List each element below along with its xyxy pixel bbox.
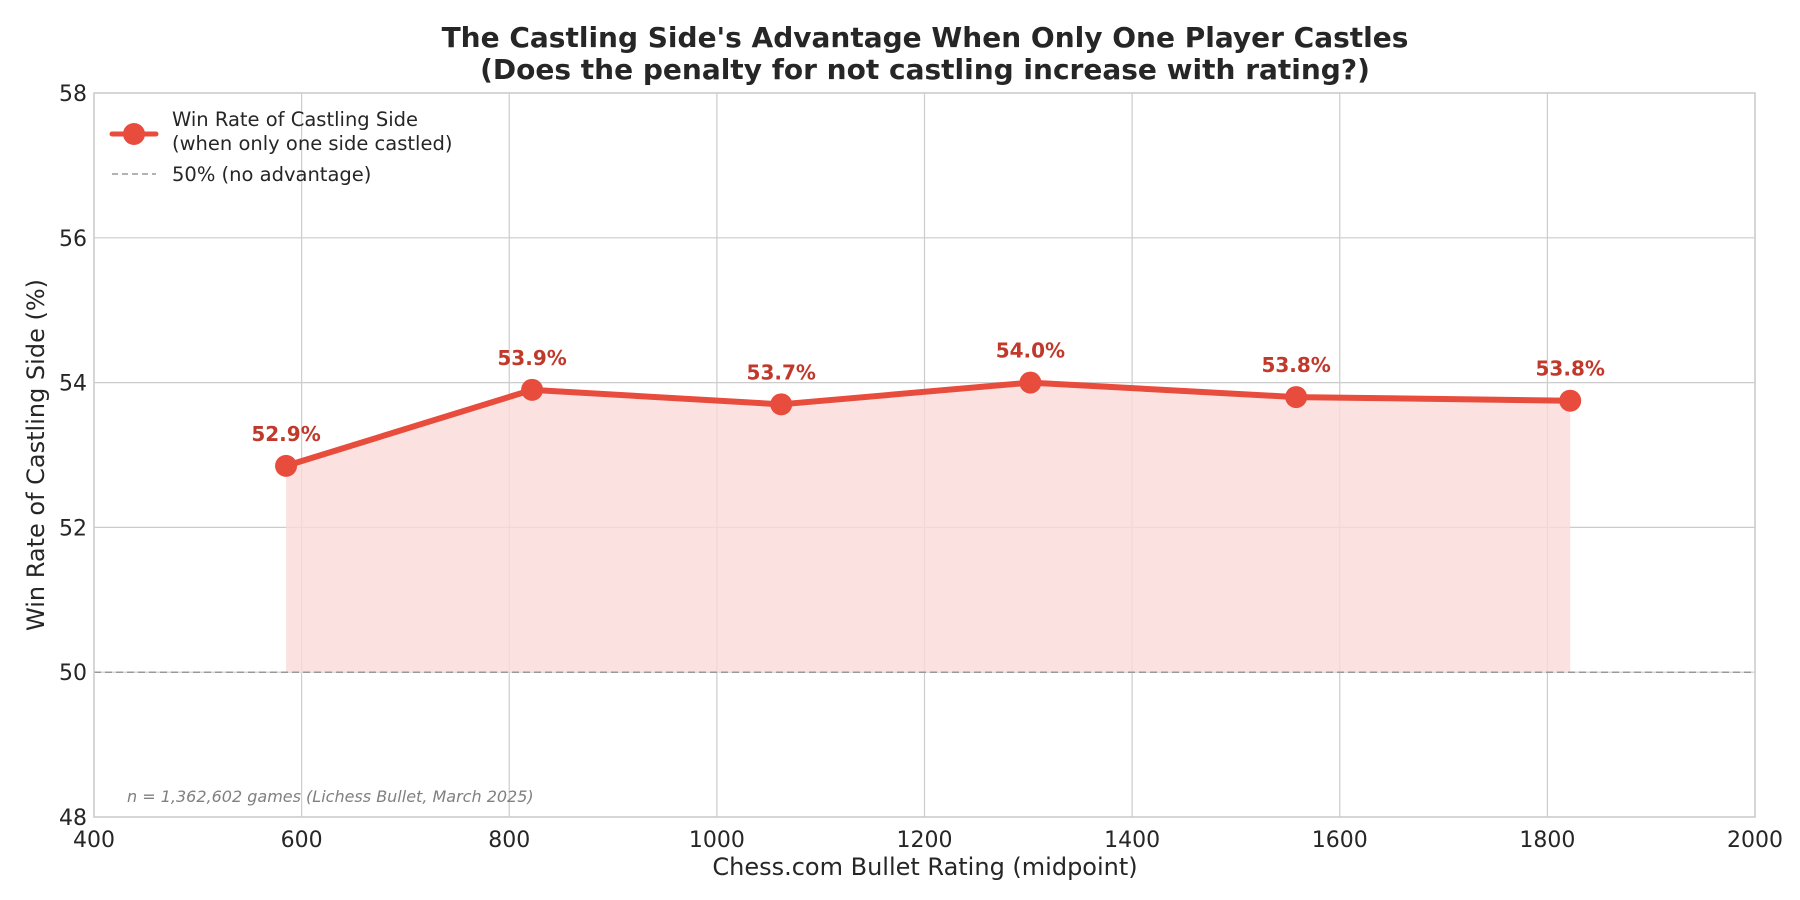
y-tick-label: 58: [59, 82, 87, 107]
data-point: [521, 378, 544, 401]
x-tick-label: 600: [281, 828, 323, 853]
data-label: 53.8%: [1261, 353, 1330, 377]
x-tick-label: 400: [73, 828, 115, 853]
sample-size-note: n = 1,362,602 games (Lichess Bullet, Mar…: [127, 787, 534, 806]
data-label: 53.9%: [497, 346, 566, 370]
x-axis-label: Chess.com Bullet Rating (midpoint): [712, 853, 1137, 881]
area-fill: [286, 382, 1571, 673]
x-tick-label: 1400: [1104, 828, 1160, 853]
data-point: [1019, 371, 1042, 394]
data-label: 54.0%: [996, 339, 1065, 363]
data-point: [1285, 386, 1308, 409]
x-tick-label: 1800: [1519, 828, 1575, 853]
legend-reference-label: 50% (no advantage): [172, 163, 371, 186]
data-label: 53.8%: [1536, 357, 1605, 381]
legend-series-marker: [123, 123, 145, 145]
data-point: [275, 454, 298, 477]
series-line: [283, 379, 1574, 469]
chart-title-line-1: The Castling Side's Advantage When Only …: [442, 21, 1409, 54]
legend: Win Rate of Castling Side (when only one…: [109, 108, 452, 186]
x-tick-label: 1000: [689, 828, 745, 853]
chart-title-line-2: (Does the penalty for not castling incre…: [480, 53, 1370, 86]
data-label: 53.7%: [747, 360, 816, 384]
data-labels: 52.9% 53.9% 53.7% 54.0% 53.8% 53.8%: [251, 339, 1605, 446]
data-label: 52.9%: [251, 422, 320, 446]
x-tick-label: 1600: [1312, 828, 1368, 853]
y-tick-label: 50: [59, 661, 87, 686]
x-tick-label: 1200: [897, 828, 953, 853]
data-points: [275, 371, 1582, 477]
y-tick-label: 48: [59, 806, 87, 831]
y-axis-label: Win Rate of Castling Side (%): [22, 279, 50, 631]
y-tick-label: 54: [59, 372, 87, 397]
y-tick-label: 52: [59, 516, 87, 541]
data-point: [770, 393, 793, 416]
plot-frame: [93, 92, 1756, 818]
y-tick-label: 56: [59, 227, 87, 252]
x-tick-labels: 400 600 800 1000 1200 1400 1600 1800 2000: [73, 828, 1783, 853]
legend-series-label: Win Rate of Castling Side (when only one…: [172, 108, 452, 155]
y-tick-labels: 48 50 52 54 56 58: [59, 82, 87, 831]
x-tick-label: 800: [488, 828, 530, 853]
x-tick-label: 2000: [1727, 828, 1783, 853]
data-point: [1559, 389, 1582, 412]
